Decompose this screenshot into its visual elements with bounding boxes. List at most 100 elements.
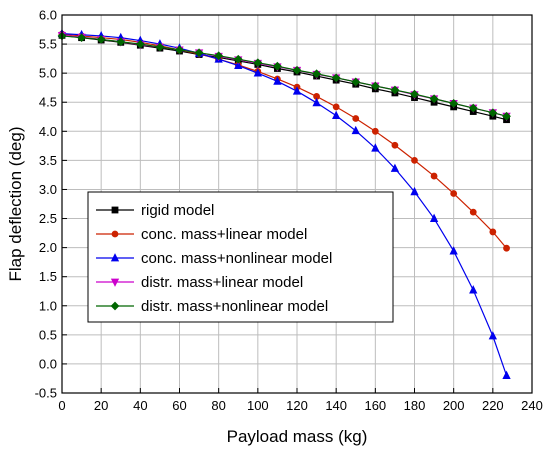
series-rigid-model — [58, 31, 510, 124]
legend-label: conc. mass+nonlinear model — [141, 250, 332, 267]
data-point-marker — [488, 108, 498, 118]
legend-label: distr. mass+nonlinear model — [141, 298, 328, 315]
x-axis-title: Payload mass (kg) — [227, 427, 368, 446]
legend-label: distr. mass+linear model — [141, 274, 303, 291]
data-point-marker — [253, 58, 263, 68]
x-tick-label: 200 — [443, 398, 465, 413]
data-point-marker — [96, 35, 106, 44]
data-point-marker — [110, 278, 120, 287]
legend-item: rigid model — [96, 202, 214, 219]
data-point-marker — [116, 37, 126, 47]
data-point-marker — [155, 42, 165, 52]
series-distr-mass-nonlinear-model — [57, 31, 511, 121]
data-point-marker — [351, 77, 361, 87]
data-point-marker — [332, 110, 341, 120]
x-tick-label: 80 — [211, 398, 225, 413]
y-tick-label: 3.0 — [39, 182, 57, 197]
legend-item: distr. mass+linear model — [96, 274, 303, 291]
y-tick-label: 0.5 — [39, 327, 57, 342]
legend-label: rigid model — [141, 202, 214, 219]
y-tick-label: 1.5 — [39, 269, 57, 284]
x-tick-label: 60 — [172, 398, 186, 413]
data-point-marker — [429, 94, 439, 104]
data-point-marker — [371, 143, 380, 152]
legend: rigid model conc. mass+linear model conc. … — [87, 191, 394, 323]
axis-ticks — [61, 14, 533, 394]
y-tick-label: 4.0 — [39, 124, 57, 139]
x-axis-tick-labels: 0 20 40 60 80 100 120 140 160 180 200 220 240 — [58, 398, 542, 413]
x-tick-label: 20 — [94, 398, 108, 413]
data-point-marker — [135, 39, 145, 49]
legend-item: conc. mass+linear model — [96, 226, 307, 243]
data-point-marker — [253, 68, 262, 77]
data-point-marker — [214, 51, 224, 61]
y-tick-label: 3.5 — [39, 153, 57, 168]
data-point-marker — [273, 76, 282, 85]
y-tick-label: 1.0 — [39, 298, 57, 313]
x-tick-label: 160 — [364, 398, 386, 413]
data-point-marker — [502, 111, 511, 121]
data-point-marker — [312, 97, 321, 107]
data-point-marker — [502, 370, 511, 379]
data-point-marker — [110, 301, 120, 311]
x-tick-label: 120 — [286, 398, 308, 413]
data-point-marker — [391, 141, 399, 149]
x-tick-label: 180 — [404, 398, 426, 413]
data-point-marker — [312, 69, 321, 79]
data-point-marker — [234, 60, 243, 69]
x-tick-label: 220 — [482, 398, 504, 413]
plot-series — [57, 28, 511, 379]
data-point-marker — [411, 156, 418, 164]
x-tick-label: 0 — [58, 398, 65, 413]
data-point-marker — [77, 33, 86, 43]
data-point-marker — [390, 163, 400, 172]
data-point-marker — [503, 244, 510, 252]
data-point-marker — [111, 230, 119, 238]
data-point-marker — [331, 73, 341, 83]
data-point-marker — [468, 103, 478, 113]
data-point-marker — [194, 48, 204, 58]
data-point-marker — [332, 103, 340, 111]
data-point-marker — [449, 99, 459, 108]
data-point-marker — [469, 285, 478, 294]
y-tick-label: -0.5 — [35, 386, 57, 401]
x-tick-label: 240 — [521, 398, 543, 413]
y-tick-label: 0.0 — [39, 356, 57, 371]
y-tick-label: 5.5 — [39, 37, 57, 52]
y-axis-tick-labels: -0.5 0.0 0.5 1.0 1.5 2.0 2.5 3.0 3.5 4.0 4.5 5.0 5.5… — [35, 8, 57, 401]
data-point-marker — [111, 206, 119, 214]
y-tick-label: 2.0 — [39, 240, 57, 255]
legend-box — [87, 191, 394, 323]
legend-label: conc. mass+linear model — [141, 226, 307, 243]
data-point-marker — [449, 246, 458, 255]
data-point-marker — [410, 186, 419, 196]
data-point-marker — [450, 190, 458, 197]
data-point-marker — [371, 127, 379, 135]
y-tick-label: 4.5 — [39, 95, 57, 110]
y-axis-title: Flap deflection (deg) — [6, 127, 25, 282]
series-line — [61, 34, 507, 121]
series-line — [61, 33, 508, 376]
data-point-marker — [469, 208, 477, 216]
data-point-marker — [351, 125, 360, 135]
data-point-marker — [410, 89, 419, 99]
legend-item: distr. mass+nonlinear model — [96, 298, 328, 315]
data-point-marker — [430, 172, 438, 180]
y-tick-label: 2.5 — [39, 211, 57, 226]
series-distr-mass-linear-model — [57, 31, 511, 122]
data-point-marker — [429, 213, 439, 222]
data-point-marker — [175, 45, 184, 55]
data-point-marker — [273, 61, 282, 71]
legend-item: conc. mass+nonlinear model — [96, 250, 332, 267]
y-tick-label: 5.0 — [39, 66, 57, 81]
y-tick-label: 6.0 — [39, 8, 57, 23]
data-point-marker — [352, 115, 360, 122]
data-point-marker — [292, 86, 302, 95]
data-point-marker — [292, 65, 302, 75]
data-point-marker — [370, 81, 380, 91]
data-point-marker — [110, 253, 120, 262]
x-tick-label: 40 — [133, 398, 147, 413]
data-point-marker — [233, 54, 243, 64]
x-tick-label: 100 — [247, 398, 269, 413]
